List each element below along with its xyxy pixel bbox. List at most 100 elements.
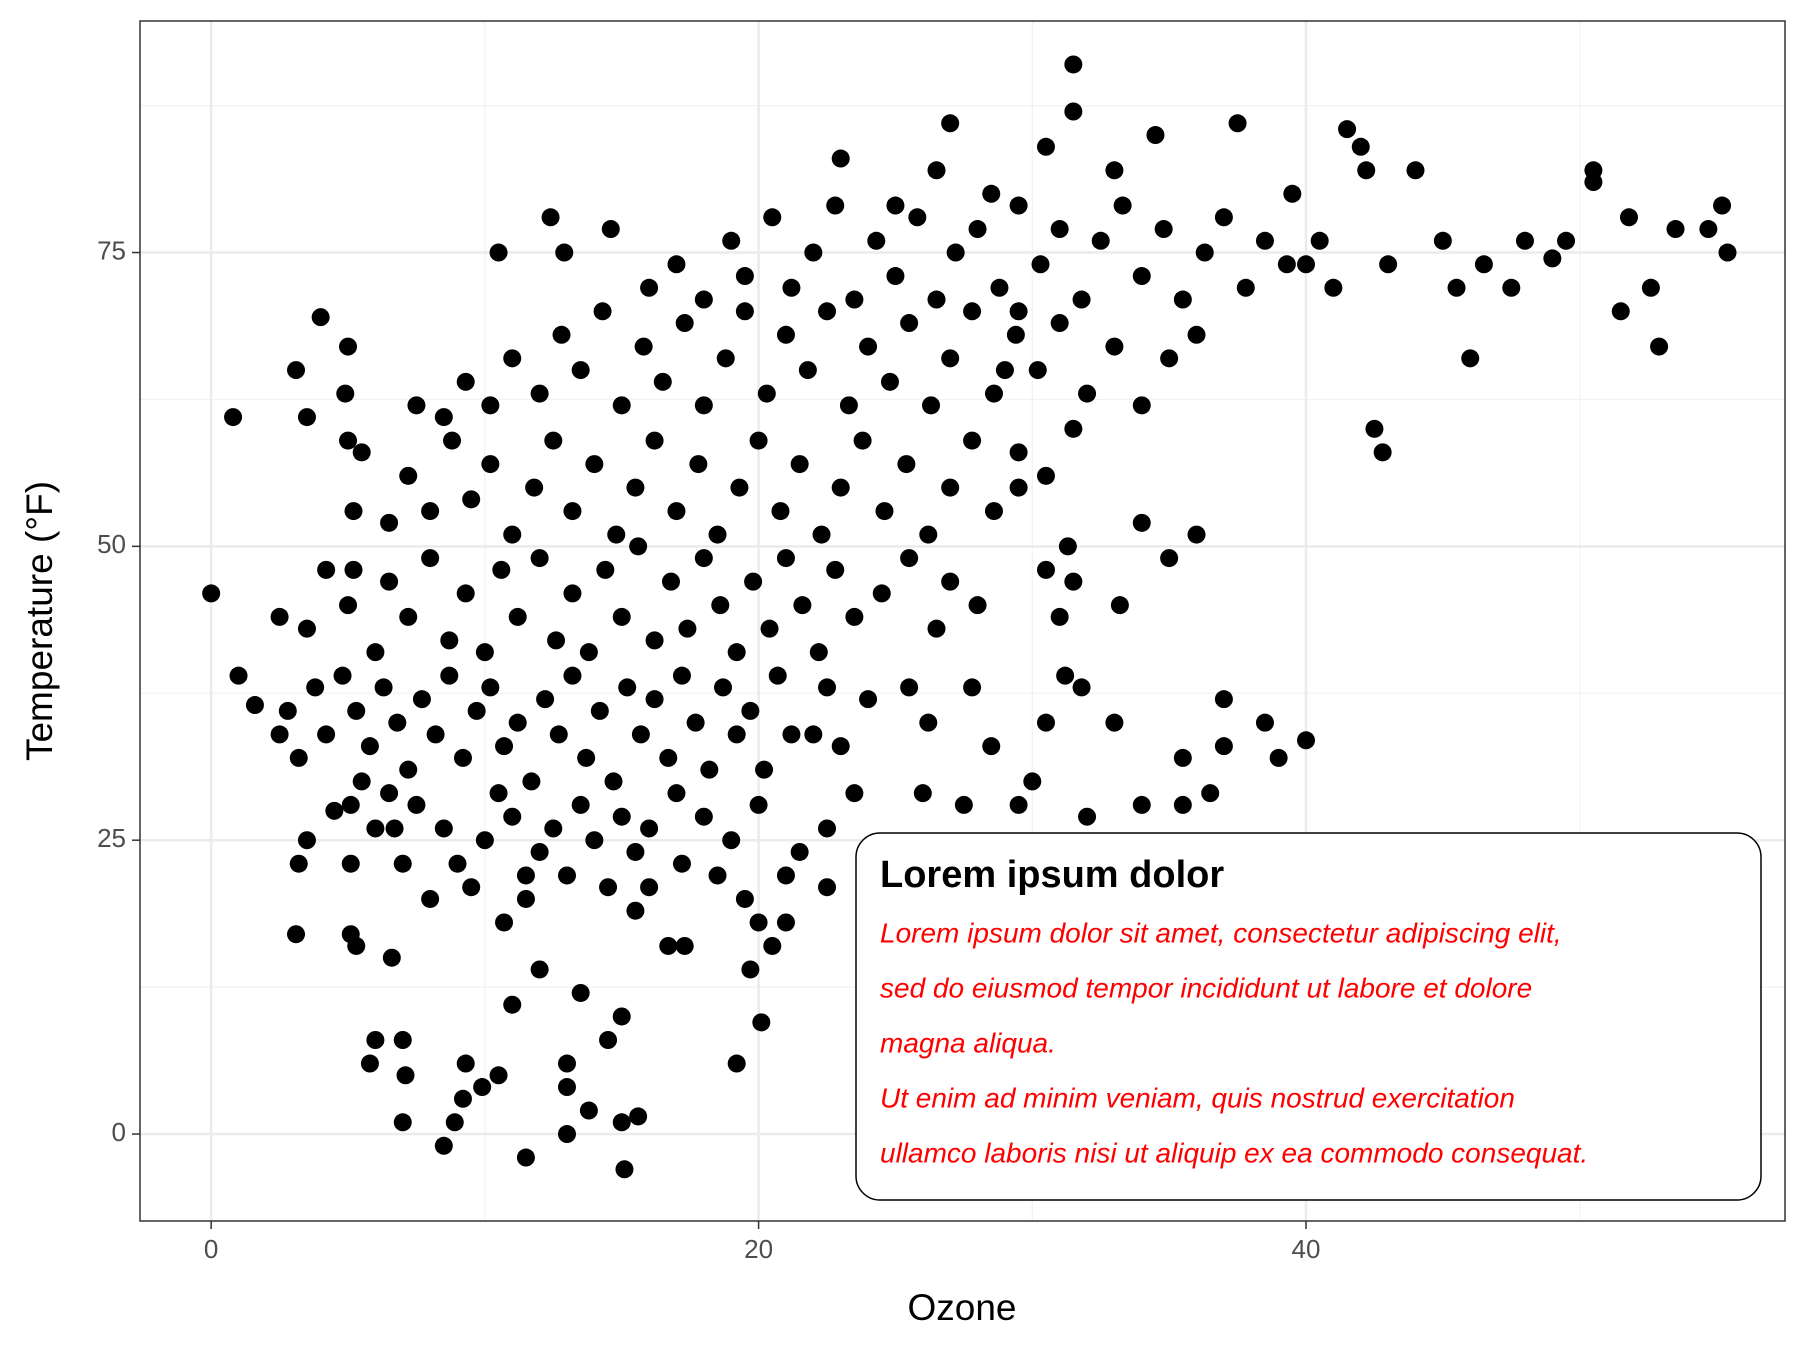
point bbox=[341, 854, 360, 873]
point bbox=[694, 549, 713, 568]
point bbox=[503, 807, 522, 826]
point bbox=[831, 478, 850, 497]
point bbox=[667, 255, 686, 274]
point bbox=[571, 983, 590, 1002]
point bbox=[552, 325, 571, 344]
point bbox=[1009, 478, 1028, 497]
point bbox=[886, 267, 905, 286]
point bbox=[1023, 772, 1042, 791]
point bbox=[563, 502, 582, 521]
point bbox=[341, 795, 360, 814]
point bbox=[741, 960, 760, 979]
point bbox=[694, 396, 713, 415]
point bbox=[508, 713, 527, 732]
point bbox=[1132, 396, 1151, 415]
point bbox=[626, 478, 645, 497]
point bbox=[440, 631, 459, 650]
point bbox=[1365, 419, 1384, 438]
point bbox=[831, 149, 850, 168]
point bbox=[571, 795, 590, 814]
point bbox=[516, 866, 535, 885]
point bbox=[1160, 349, 1179, 368]
y-axis-title: Temperature (°F) bbox=[19, 481, 60, 761]
point bbox=[1036, 560, 1055, 579]
point bbox=[366, 1031, 385, 1050]
point bbox=[407, 795, 426, 814]
point bbox=[440, 666, 459, 685]
point bbox=[563, 584, 582, 603]
point bbox=[963, 678, 982, 697]
point bbox=[845, 290, 864, 309]
point bbox=[1173, 290, 1192, 309]
point bbox=[626, 901, 645, 920]
point bbox=[984, 502, 1003, 521]
point bbox=[640, 278, 659, 297]
point bbox=[1050, 220, 1069, 239]
point bbox=[640, 878, 659, 897]
point bbox=[462, 878, 481, 897]
point bbox=[782, 278, 801, 297]
point bbox=[456, 372, 475, 391]
point bbox=[615, 1160, 634, 1179]
point bbox=[1132, 267, 1151, 286]
point bbox=[776, 549, 795, 568]
point bbox=[727, 1054, 746, 1073]
point bbox=[1641, 278, 1660, 297]
point bbox=[675, 314, 694, 333]
point bbox=[1557, 231, 1576, 250]
point bbox=[1515, 231, 1534, 250]
point bbox=[601, 220, 620, 239]
point bbox=[735, 302, 754, 321]
point bbox=[1009, 443, 1028, 462]
x-tick-label: 20 bbox=[744, 1234, 773, 1264]
point bbox=[755, 760, 774, 779]
point bbox=[287, 925, 306, 944]
point bbox=[388, 713, 407, 732]
point bbox=[946, 243, 965, 262]
point bbox=[1187, 525, 1206, 544]
point bbox=[530, 384, 549, 403]
point bbox=[1160, 549, 1179, 568]
points bbox=[202, 55, 1737, 1179]
point bbox=[297, 619, 316, 638]
point bbox=[1028, 361, 1047, 380]
point bbox=[818, 819, 837, 838]
point bbox=[503, 349, 522, 368]
point bbox=[503, 995, 522, 1014]
annotation-line: Lorem ipsum dolor sit amet, consectetur … bbox=[880, 917, 1562, 948]
point bbox=[544, 819, 563, 838]
point bbox=[941, 349, 960, 368]
point bbox=[744, 572, 763, 591]
point bbox=[793, 596, 812, 615]
point bbox=[421, 889, 440, 908]
point bbox=[399, 607, 418, 626]
point bbox=[380, 784, 399, 803]
point bbox=[678, 619, 697, 638]
point bbox=[1036, 713, 1055, 732]
point bbox=[722, 831, 741, 850]
point bbox=[927, 290, 946, 309]
point bbox=[393, 854, 412, 873]
point bbox=[1064, 102, 1083, 121]
point bbox=[941, 114, 960, 133]
point bbox=[749, 431, 768, 450]
point bbox=[845, 784, 864, 803]
point bbox=[385, 819, 404, 838]
point bbox=[202, 584, 221, 603]
point bbox=[421, 549, 440, 568]
point bbox=[1187, 325, 1206, 344]
point bbox=[1064, 55, 1083, 74]
point bbox=[995, 361, 1014, 380]
point bbox=[919, 713, 938, 732]
point bbox=[897, 455, 916, 474]
panel-border bbox=[139, 20, 1786, 1222]
point bbox=[508, 607, 527, 626]
point bbox=[347, 936, 366, 955]
point bbox=[481, 455, 500, 474]
point bbox=[757, 384, 776, 403]
point bbox=[629, 1107, 648, 1126]
point bbox=[489, 243, 508, 262]
point bbox=[612, 396, 631, 415]
point bbox=[412, 690, 431, 709]
